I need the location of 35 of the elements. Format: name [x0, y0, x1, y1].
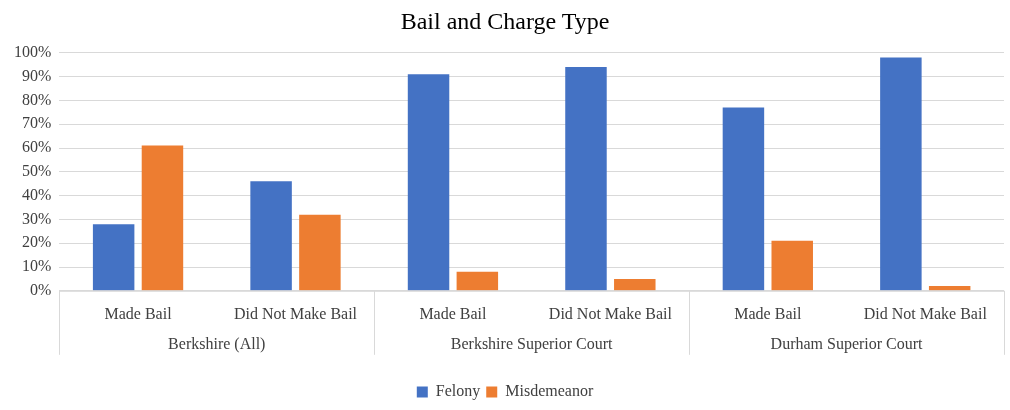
bar	[250, 181, 292, 291]
x-tick-label: Did Not Make Bail	[863, 304, 988, 322]
bar	[565, 67, 607, 291]
text: Berkshire Superior Court	[450, 335, 614, 353]
bar	[928, 286, 971, 291]
y-tick-label: 100%	[14, 43, 52, 60]
text: Durham Superior Court	[770, 335, 924, 353]
y-tick-label: 30%	[22, 209, 52, 227]
bar	[722, 107, 765, 291]
bar	[407, 74, 450, 291]
bar	[771, 240, 813, 291]
y-tick-label: 0%	[30, 281, 52, 298]
legend-label: Misdemeanor	[505, 382, 594, 400]
x-tick-label: Made Bail	[734, 304, 802, 322]
chart-title: Bail and Charge Type	[400, 7, 610, 34]
y-tick-label: 40%	[22, 185, 52, 203]
bar	[456, 271, 499, 291]
y-tick-label: 20%	[22, 233, 52, 251]
x-tick-label: Did Not Make Bail	[233, 304, 358, 322]
bar	[141, 145, 184, 291]
bar	[880, 57, 922, 291]
y-tick-label: 80%	[22, 90, 52, 108]
y-tick-label: 10%	[22, 257, 52, 275]
text: Berkshire (All)	[168, 335, 266, 353]
y-tick-label: 90%	[22, 66, 52, 84]
bar	[614, 278, 656, 291]
x-tick-label: Did Not Make Bail	[548, 304, 673, 322]
bar	[299, 214, 341, 291]
y-tick-label: 70%	[22, 114, 52, 132]
x-tick-label: Made Bail	[104, 304, 173, 322]
legend-label: Felony	[435, 382, 481, 401]
y-tick-label: 60%	[22, 138, 52, 156]
y-tick-label: 50%	[22, 162, 52, 179]
bar	[92, 224, 135, 291]
x-tick-label: Made Bail	[419, 304, 488, 322]
